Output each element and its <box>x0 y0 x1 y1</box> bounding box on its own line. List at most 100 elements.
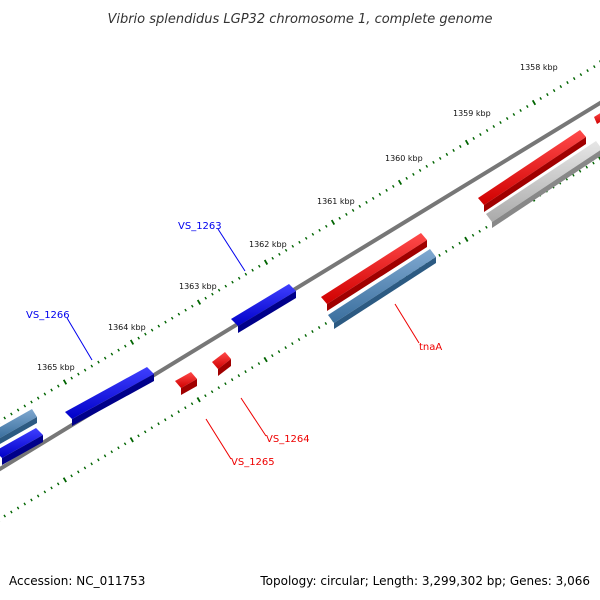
gene-partial-right-edge[interactable] <box>594 112 600 124</box>
ruler-tick <box>36 494 40 498</box>
ruler-tick <box>83 466 87 470</box>
ruler-tick <box>90 364 94 368</box>
ruler-tick <box>190 402 194 406</box>
ruler-tick <box>184 308 187 312</box>
gene-vs1265[interactable] <box>175 372 197 395</box>
ruler-tick <box>103 454 107 458</box>
ruler-tick <box>177 312 181 316</box>
ruler-tick <box>572 173 575 177</box>
gene-label-vs1263[interactable]: VS_1263 <box>178 221 222 232</box>
ruler-tick <box>345 212 348 216</box>
ruler-tick <box>271 354 274 358</box>
ruler-tick <box>244 370 247 374</box>
ruler-tick <box>585 165 589 169</box>
gene-label-tnaA[interactable]: tnaA <box>419 342 442 353</box>
gene-tnaA[interactable] <box>321 233 427 311</box>
gene-partial-left[interactable] <box>0 428 43 465</box>
ruler-tick <box>191 304 194 308</box>
gene-track-partial-right[interactable] <box>486 141 600 228</box>
ruler-tick <box>217 288 221 292</box>
ruler-tick <box>43 392 47 396</box>
ruler-tick <box>531 99 537 106</box>
ruler-tick <box>425 164 429 168</box>
ruler-tick <box>566 81 569 85</box>
ruler-tick <box>277 350 281 354</box>
label-line-vs1265 <box>205 418 232 460</box>
gene-vs1264[interactable] <box>212 352 231 376</box>
ruler-tick <box>177 410 180 414</box>
gene-track-partial-left[interactable] <box>0 409 37 444</box>
ruler-tick <box>559 85 563 89</box>
ruler-tick <box>3 416 6 420</box>
ruler-tick <box>117 446 120 450</box>
ruler-tick <box>284 346 287 350</box>
ruler-tick <box>250 366 254 370</box>
ruler-tick <box>97 458 100 462</box>
ruler-tick <box>144 332 147 336</box>
ruler-label-1361: 1361 kbp <box>317 197 355 206</box>
ruler-tick <box>204 394 207 398</box>
ruler-tick <box>163 418 167 422</box>
ruler-tick <box>593 65 596 69</box>
ruler-tick <box>83 368 87 372</box>
ruler-tick <box>452 148 455 152</box>
ruler-tick <box>210 390 214 394</box>
ruler-tick <box>459 144 462 148</box>
ruler-tick <box>150 328 154 332</box>
ruler-tick <box>56 482 60 486</box>
ruler-tick <box>397 179 403 186</box>
ruler-tick <box>444 249 448 253</box>
ruler-tick <box>539 97 542 100</box>
map-title: Vibrio splendidus LGP32 chromosome 1, co… <box>107 12 492 27</box>
ruler-tick <box>263 356 268 363</box>
ruler-tick <box>378 192 382 196</box>
ruler-tick <box>311 330 314 334</box>
ruler-tick <box>291 244 295 248</box>
ruler-tick <box>30 498 33 502</box>
ruler-tick <box>451 245 455 249</box>
ruler-tick <box>485 225 488 229</box>
ruler-label-1359: 1359 kbp <box>453 109 491 118</box>
label-line-vs1264 <box>240 397 267 437</box>
ruler-tick <box>304 334 308 338</box>
label-line-vs1263 <box>217 228 246 272</box>
ruler-tick <box>230 378 234 382</box>
ruler-tick <box>196 397 201 403</box>
ruler-tick <box>62 379 68 385</box>
ruler-tick <box>196 299 202 305</box>
ruler-tick <box>478 229 481 233</box>
ruler-tick <box>129 339 135 345</box>
ruler-tick <box>164 320 167 324</box>
ruler-tick <box>224 382 227 386</box>
gene-label-vs1266[interactable]: VS_1266 <box>26 310 70 321</box>
ruler-tick <box>110 450 114 454</box>
ruler-tick <box>10 412 13 416</box>
gene-label-vs1264[interactable]: VS_1264 <box>266 434 310 445</box>
ruler-tick <box>271 256 274 260</box>
ruler-label-1363: 1363 kbp <box>179 282 217 291</box>
ruler-tick <box>124 344 127 348</box>
ruler-tick <box>458 241 461 245</box>
ruler-tick <box>50 388 53 392</box>
ruler-tick <box>284 248 288 252</box>
ruler-tick <box>358 204 362 208</box>
gene-label-vs1265[interactable]: VS_1265 <box>231 457 275 468</box>
ruler-tick <box>237 276 241 280</box>
ruler-tick <box>30 400 33 404</box>
ruler-tick <box>311 232 315 236</box>
accession-text: Accession: NC_011753 <box>9 574 146 588</box>
ruler-tick <box>217 386 221 390</box>
ruler-tick <box>278 252 281 256</box>
ruler-tick <box>392 184 395 188</box>
ruler-tick <box>324 322 328 325</box>
ruler-tick <box>552 89 556 93</box>
ruler-tick <box>371 196 375 200</box>
ruler-tick <box>110 352 114 356</box>
gene-vs1263[interactable] <box>231 284 296 333</box>
gene-partial-right[interactable] <box>478 130 586 212</box>
ruler-label-1360: 1360 kbp <box>385 154 423 163</box>
gene-vs1266[interactable] <box>65 367 154 426</box>
gene-track-tnaA[interactable] <box>328 249 436 329</box>
ruler-tick <box>251 268 254 272</box>
